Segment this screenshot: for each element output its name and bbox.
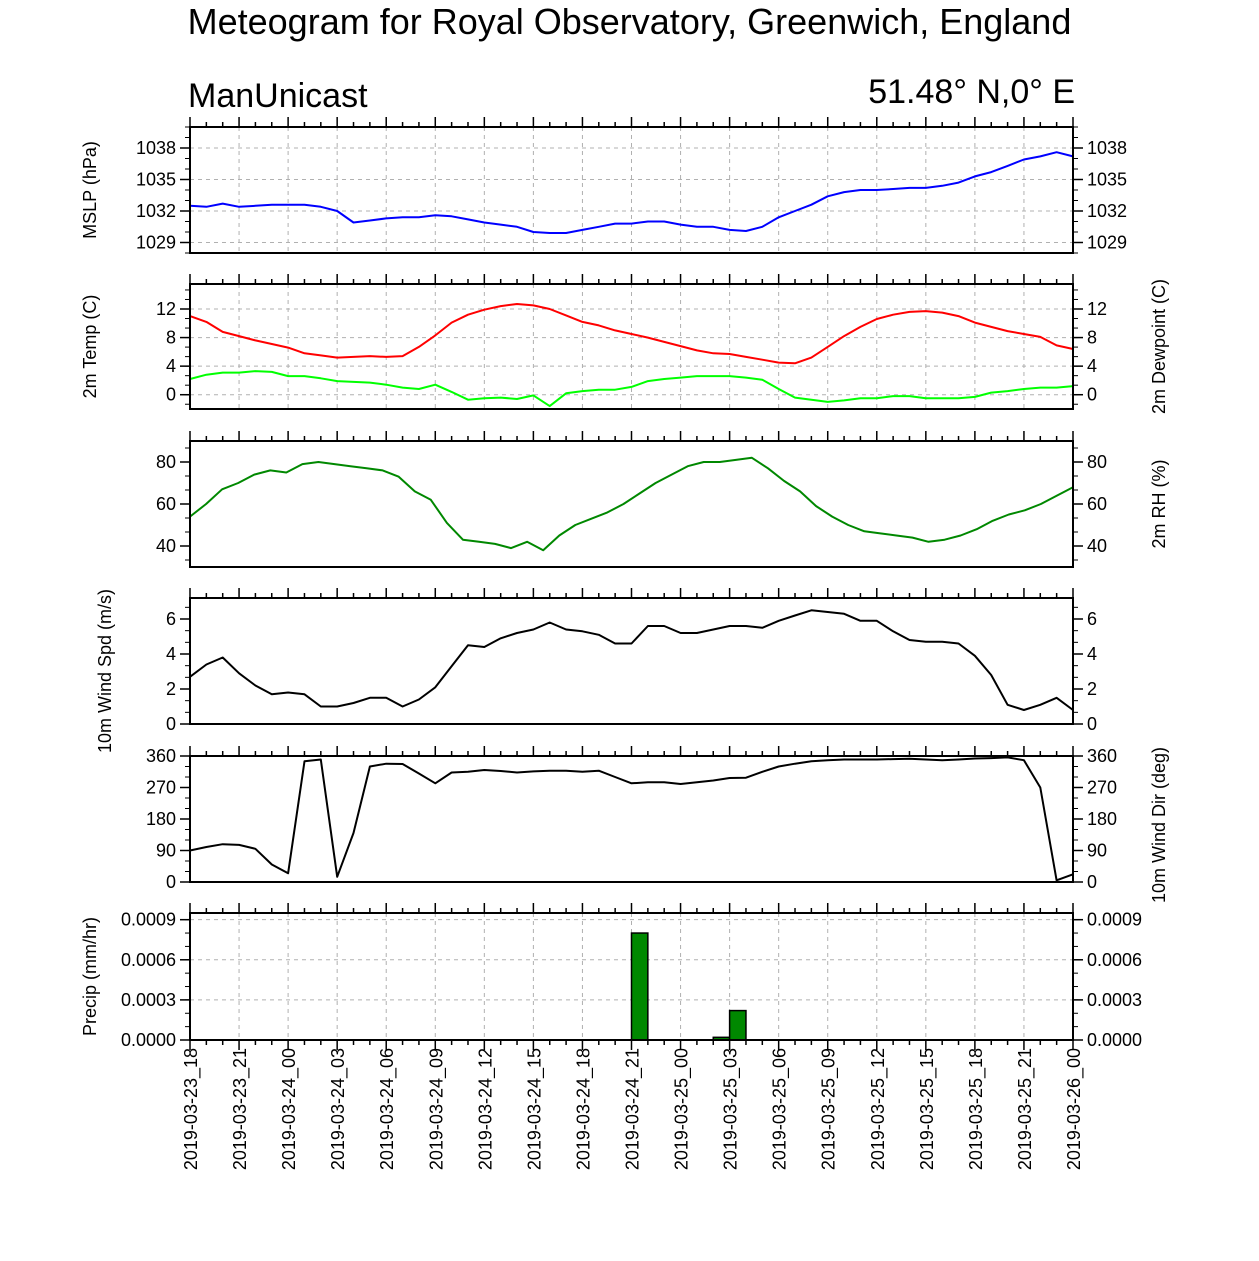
y-tick-label-left: 0.0000	[121, 1030, 176, 1050]
y-axis-title-left: MSLP (hPa)	[80, 141, 100, 239]
y-tick-label-right: 0.0003	[1087, 990, 1142, 1010]
y-tick-label-left: 1032	[136, 201, 176, 221]
temp-series-line	[189, 303, 1074, 365]
panel-frame	[189, 126, 1074, 254]
y-tick-label-right: 80	[1087, 452, 1107, 472]
x-tick-label: 2019-03-23_21	[230, 1048, 251, 1170]
x-tick-label: 2019-03-24_21	[623, 1048, 644, 1170]
y-tick-label-right: 180	[1087, 809, 1117, 829]
y-tick-label-right: 90	[1087, 841, 1107, 861]
y-tick-label-right: 4	[1087, 644, 1097, 664]
x-tick-label: 2019-03-25_12	[868, 1048, 889, 1170]
y-tick-label-right: 12	[1087, 299, 1107, 319]
y-tick-label-left: 8	[166, 328, 176, 348]
y-tick-label-left: 80	[156, 452, 176, 472]
temp-series-line	[189, 370, 1074, 408]
x-tick-label: 2019-03-24_15	[524, 1048, 545, 1170]
winddir-series-line	[189, 756, 1074, 882]
mslp-series-line	[189, 151, 1074, 234]
location-coordinates: 51.48° N,0° E	[868, 73, 1075, 111]
x-tick-label: 2019-03-25_00	[672, 1048, 693, 1170]
x-tick-label: 2019-03-25_03	[721, 1048, 742, 1170]
x-tick-label: 2019-03-25_06	[770, 1048, 791, 1170]
model-name: ManUnicast	[188, 77, 368, 115]
panel-frame	[189, 440, 1074, 568]
y-axis-title-right: 2m RH (%)	[1149, 460, 1169, 549]
y-tick-label-left: 1038	[136, 138, 176, 158]
x-tick-label: 2019-03-24_00	[279, 1048, 300, 1170]
y-tick-label-left: 2	[166, 679, 176, 699]
y-tick-label-left: 1029	[136, 233, 176, 253]
y-tick-label-left: 0.0009	[121, 910, 176, 930]
y-tick-label-right: 0.0009	[1087, 910, 1142, 930]
windspd-series-line	[189, 609, 1074, 711]
y-tick-label-right: 40	[1087, 536, 1107, 556]
y-tick-label-right: 1032	[1087, 201, 1127, 221]
y-tick-label-left: 180	[146, 809, 176, 829]
y-tick-label-left: 0	[166, 714, 176, 734]
y-axis-title-left: 10m Wind Spd (m/s)	[95, 589, 115, 753]
y-tick-label-right: 1029	[1087, 233, 1127, 253]
chart-title: Meteogram for Royal Observatory, Greenwi…	[187, 1, 1072, 42]
y-tick-label-right: 60	[1087, 494, 1107, 514]
y-tick-label-left: 270	[146, 778, 176, 798]
rh-series-line	[189, 456, 1074, 552]
y-axis-title-right: 2m Dewpoint (C)	[1149, 279, 1169, 414]
y-tick-label-left: 4	[166, 644, 176, 664]
x-tick-label: 2019-03-24_06	[377, 1048, 398, 1170]
y-tick-label-right: 6	[1087, 609, 1097, 629]
y-tick-label-right: 2	[1087, 679, 1097, 699]
y-axis-title-left: 2m Temp (C)	[80, 295, 100, 399]
y-tick-label-left: 60	[156, 494, 176, 514]
y-tick-label-right: 4	[1087, 356, 1097, 376]
y-tick-label-right: 0	[1087, 385, 1097, 405]
y-tick-label-left: 0	[166, 385, 176, 405]
y-tick-label-right: 0	[1087, 714, 1097, 734]
y-axis-title-right: 10m Wind Dir (deg)	[1149, 747, 1169, 903]
y-tick-label-right: 360	[1087, 746, 1117, 766]
x-tick-label: 2019-03-24_09	[426, 1048, 447, 1170]
y-tick-label-left: 40	[156, 536, 176, 556]
y-tick-label-right: 0	[1087, 872, 1097, 892]
y-tick-label-left: 6	[166, 609, 176, 629]
x-tick-label: 2019-03-24_18	[573, 1048, 594, 1170]
panel-frame	[189, 597, 1074, 725]
y-tick-label-right: 1038	[1087, 138, 1127, 158]
y-tick-label-right: 270	[1087, 778, 1117, 798]
y-tick-label-right: 0.0000	[1087, 1030, 1142, 1050]
y-tick-label-right: 8	[1087, 328, 1097, 348]
precip-bar	[728, 1009, 747, 1041]
y-tick-label-left: 1035	[136, 170, 176, 190]
x-tick-label: 2019-03-25_18	[966, 1048, 987, 1170]
x-tick-label: 2019-03-24_12	[475, 1048, 496, 1170]
precip-bar	[630, 932, 649, 1041]
panel-frame	[189, 912, 1074, 1041]
x-tick-label: 2019-03-25_09	[819, 1048, 840, 1170]
y-tick-label-right: 0.0006	[1087, 950, 1142, 970]
y-tick-label-left: 0.0003	[121, 990, 176, 1010]
x-tick-label: 2019-03-24_03	[328, 1048, 349, 1170]
panel-frame	[189, 283, 1074, 410]
y-tick-label-left: 12	[156, 299, 176, 319]
y-tick-label-left: 0	[166, 872, 176, 892]
x-tick-label: 2019-03-25_15	[917, 1048, 938, 1170]
panel-frame	[189, 755, 1074, 883]
y-axis-title-left: Precip (mm/hr)	[80, 917, 100, 1036]
x-tick-label: 2019-03-26_00	[1064, 1048, 1085, 1170]
y-tick-label-left: 360	[146, 746, 176, 766]
x-tick-label: 2019-03-25_21	[1015, 1048, 1036, 1170]
y-tick-label-left: 4	[166, 356, 176, 376]
y-tick-label-right: 1035	[1087, 170, 1127, 190]
y-tick-label-left: 0.0006	[121, 950, 176, 970]
x-tick-label: 2019-03-23_18	[181, 1048, 202, 1170]
y-tick-label-left: 90	[156, 841, 176, 861]
